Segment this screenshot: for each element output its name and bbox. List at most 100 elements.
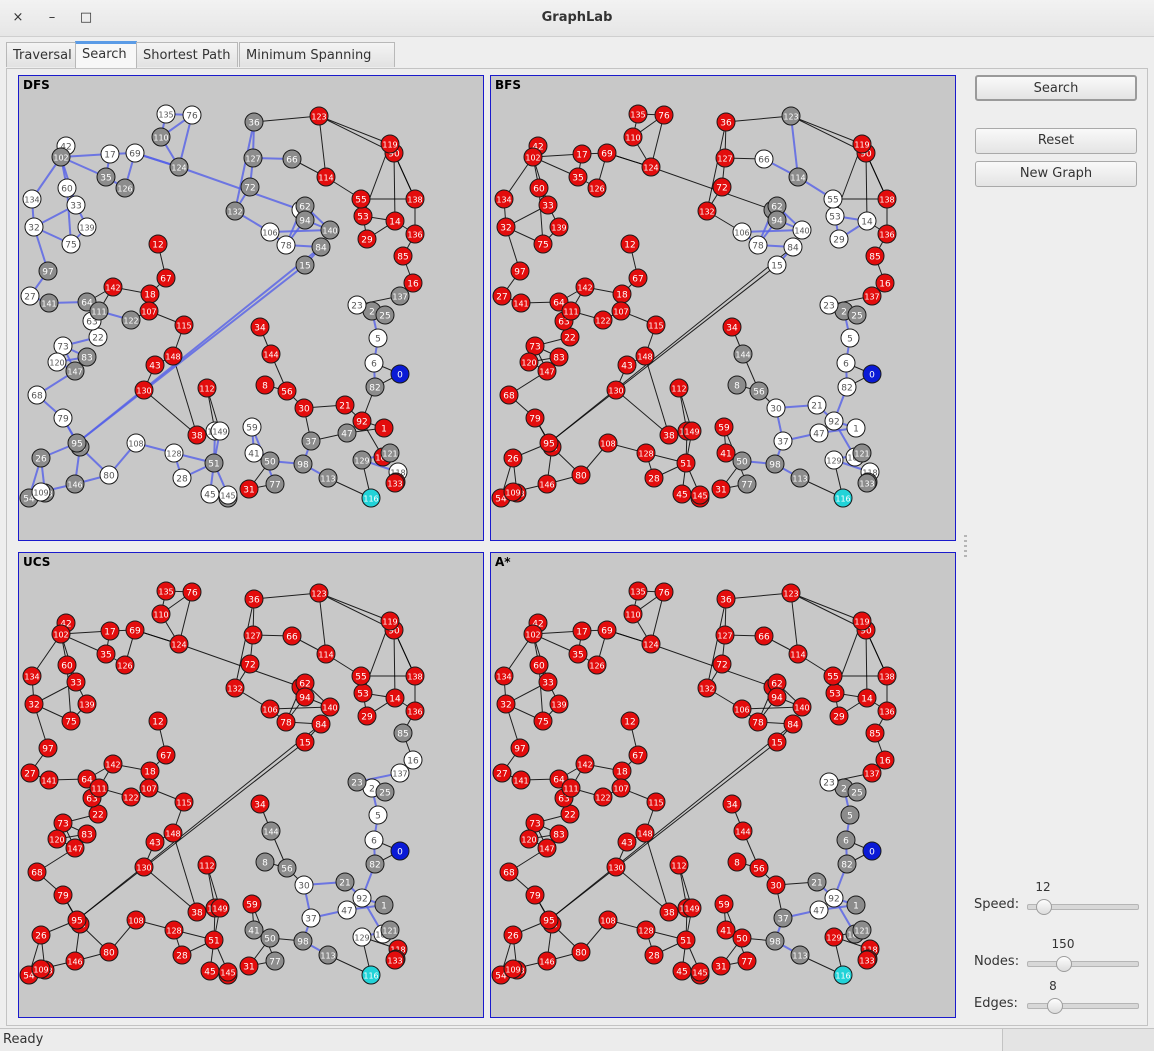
edges-slider-handle[interactable] — [1047, 998, 1063, 1014]
graph-edge — [790, 115, 863, 145]
tab-search[interactable]: Search — [75, 41, 137, 68]
graph-node: 111 — [561, 301, 581, 321]
graph-node-circle — [727, 375, 747, 395]
graph-node-label: 51 — [208, 460, 219, 470]
graph-node-circle — [847, 782, 867, 802]
speed-value: 12 — [1035, 880, 1051, 894]
graph-node-label: 72 — [244, 661, 255, 671]
graph-node-circle — [715, 625, 735, 645]
graph-node: 38 — [659, 902, 679, 922]
graph-node-circle — [503, 482, 523, 502]
graph-node: 22 — [560, 327, 580, 347]
astar-panel[interactable]: 0124568121415161718212223252627282930313… — [490, 552, 956, 1018]
bfs-panel[interactable]: 0124568121415161718212223252627282930313… — [490, 75, 956, 541]
graph-node-circle — [24, 217, 44, 237]
graph-node: 14 — [385, 688, 405, 708]
graph-node-label: 6 — [371, 360, 377, 370]
graph-node-label: 27 — [24, 293, 35, 303]
graph-node-circle — [732, 699, 752, 719]
graph-node-circle — [732, 928, 752, 948]
graph-node: 80 — [571, 465, 591, 485]
minimize-icon[interactable]: – — [48, 10, 56, 25]
graph-node: 72 — [240, 177, 260, 197]
graph-node: 84 — [311, 237, 331, 257]
graph-node: 66 — [754, 626, 774, 646]
nodes-slider[interactable] — [1027, 956, 1139, 972]
graph-node-label: 84 — [787, 721, 799, 731]
graph-node-label: 119 — [382, 618, 397, 627]
graph-node-label: 41 — [248, 450, 259, 460]
splitter-handle[interactable] — [964, 535, 967, 557]
graph-node-label: 5 — [847, 335, 853, 345]
graph-node: 138 — [405, 189, 425, 209]
edges-slider[interactable] — [1027, 998, 1139, 1014]
graph-node: 50 — [732, 928, 752, 948]
graph-node-label: 132 — [699, 208, 714, 217]
graph-node-label: 83 — [81, 831, 92, 841]
dfs-panel[interactable]: 0124568121415161718212223252627282930313… — [18, 75, 484, 541]
nodes-slider-handle[interactable] — [1056, 956, 1072, 972]
speed-slider-handle[interactable] — [1036, 899, 1052, 915]
graph-node-circle — [837, 854, 857, 874]
graph-node-circle — [103, 754, 123, 774]
graph-node-circle — [749, 381, 769, 401]
graph-node-label: 80 — [103, 949, 115, 959]
graph-node-label: 98 — [297, 938, 309, 948]
graph-node-circle — [571, 942, 591, 962]
graph-node-label: 0 — [869, 371, 875, 381]
graph-node-label: 53 — [357, 213, 368, 223]
close-icon[interactable]: × — [12, 10, 24, 25]
graph-node-label: 37 — [305, 915, 316, 925]
graph-node: 97 — [38, 738, 58, 758]
graph-edge — [790, 592, 799, 655]
tab-traversal[interactable]: Traversal — [6, 42, 76, 67]
graph-node-circle — [174, 792, 194, 812]
graph-node-circle — [519, 829, 539, 849]
graph-node-label: 145 — [220, 492, 235, 501]
graph-node-label: 34 — [254, 324, 266, 334]
graph-node-label: 94 — [771, 217, 783, 227]
search-button[interactable]: Search — [975, 75, 1137, 101]
graph-node: 92 — [824, 411, 844, 431]
graph-node-label: 115 — [648, 322, 663, 331]
graph-node: 109 — [503, 959, 523, 979]
graph-node-label: 146 — [539, 958, 554, 967]
graph-edge — [644, 832, 670, 913]
graph-node-label: 18 — [616, 291, 628, 301]
graph-node: 112 — [197, 378, 217, 398]
graph-node-circle — [847, 305, 867, 325]
graph-node: 140 — [792, 697, 812, 717]
graph-node: 1 — [846, 895, 866, 915]
tab-shortest-path[interactable]: Shortest Path — [136, 42, 238, 67]
ucs-panel[interactable]: 0124568121415161718212223252627282930313… — [18, 552, 484, 1018]
graph-node: 144 — [733, 821, 753, 841]
graph-node-label: 94 — [771, 694, 783, 704]
graph-node: 128 — [636, 443, 656, 463]
graph-node-circle — [494, 189, 514, 209]
graph-node-circle — [145, 355, 165, 375]
graph-node-label: 139 — [551, 224, 566, 233]
maximize-icon[interactable]: □ — [79, 10, 93, 25]
graph-node-label: 27 — [496, 293, 507, 303]
graph-node-label: 59 — [246, 901, 258, 911]
graph-node: 106 — [260, 222, 280, 242]
tab-minimum-spanning-tree[interactable]: Minimum Spanning Tree — [239, 42, 395, 88]
reset-button[interactable]: Reset — [975, 128, 1137, 154]
graph-node-circle — [115, 655, 135, 675]
graph-node-label: 129 — [354, 934, 369, 943]
graph-node: 83 — [549, 347, 569, 367]
graph-node-label: 123 — [311, 113, 326, 122]
graph-node-label: 140 — [322, 227, 337, 236]
graph-node-circle — [126, 910, 146, 930]
graph-node-circle — [242, 894, 262, 914]
graph-node-label: 30 — [770, 882, 782, 892]
graph-node-label: 38 — [191, 909, 203, 919]
speed-slider[interactable] — [1027, 899, 1139, 915]
graph-node: 77 — [265, 951, 285, 971]
graph-node: 142 — [103, 754, 123, 774]
graph-node-label: 76 — [186, 589, 198, 599]
graph-node-label: 6 — [843, 837, 849, 847]
nodes-value: 150 — [1051, 937, 1075, 951]
graph-node: 136 — [405, 224, 425, 244]
new-graph-button[interactable]: New Graph — [975, 161, 1137, 187]
